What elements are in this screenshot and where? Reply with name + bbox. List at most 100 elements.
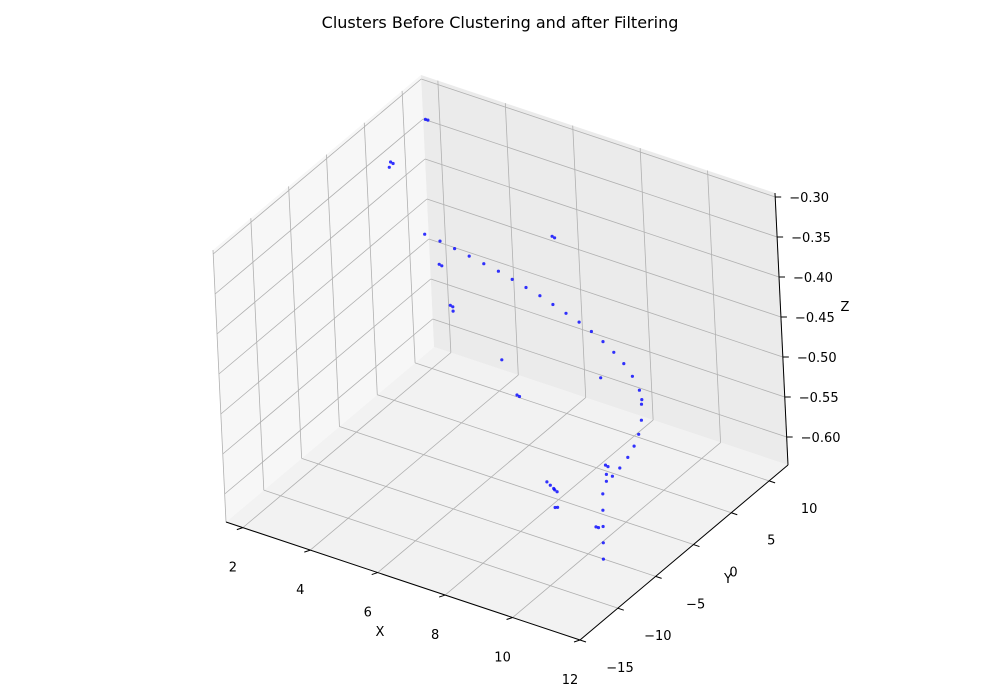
x-gridline-floor — [512, 442, 721, 618]
scatter-point — [451, 305, 455, 309]
scatter-point — [515, 393, 519, 397]
scatter-point — [482, 262, 486, 266]
scatter-point — [553, 488, 557, 492]
z-gridline-wall — [224, 318, 433, 495]
chart-title: Clusters Before Clustering and after Fil… — [322, 13, 679, 32]
y-gridline-wall — [212, 249, 227, 523]
scatter-point — [548, 483, 552, 487]
scatter-point — [564, 311, 568, 315]
scatter-point — [426, 118, 430, 122]
floor-pane — [226, 347, 788, 640]
scatter-point — [601, 541, 605, 545]
data-points — [387, 117, 644, 561]
z-tick-label: −0.30 — [789, 191, 829, 206]
scatter-point — [637, 432, 641, 436]
x-gridline-floor — [242, 352, 452, 528]
axis-lines — [225, 192, 789, 641]
scatter-point — [594, 525, 598, 529]
y-tick-label: −10 — [644, 629, 671, 644]
scatter-point — [391, 161, 395, 166]
scatter-point — [618, 466, 622, 470]
z-tick-label: −0.50 — [797, 351, 837, 366]
z-axis-label: Z — [841, 300, 850, 315]
y-gridline-wall — [363, 122, 378, 395]
x-tick-label: 10 — [494, 651, 511, 666]
z-axis-line — [774, 192, 789, 466]
z-gridline-wall — [222, 278, 432, 455]
y-gridline-wall — [288, 186, 303, 459]
scatter-point — [632, 444, 636, 448]
y-tick-mark — [731, 512, 738, 516]
y-tick-label: 5 — [767, 534, 775, 549]
scatter-point — [599, 376, 603, 380]
scatter-point — [601, 557, 606, 561]
y-gridline-wall — [401, 90, 416, 363]
z-gridline-back — [430, 278, 785, 398]
z-tick-label: −0.45 — [795, 311, 835, 326]
scatter-point — [626, 455, 630, 459]
left-wall-pane — [213, 75, 434, 522]
z-gridline-wall — [212, 78, 422, 255]
y-gridline-wall — [326, 154, 340, 427]
scatter-point — [601, 492, 605, 496]
x-tick-label: 2 — [229, 561, 237, 576]
x-gridline-back — [572, 125, 587, 398]
scatter-point — [448, 303, 452, 307]
x-tick-label: 8 — [431, 628, 439, 643]
scatter-point — [467, 254, 471, 258]
scatter-point — [440, 264, 444, 268]
x-tick-mark — [573, 639, 581, 643]
axis-panes — [213, 75, 788, 640]
y-tick-label: −15 — [606, 661, 633, 676]
y-axis-line — [579, 464, 789, 641]
scatter-point — [601, 340, 605, 344]
scatter-point — [500, 358, 504, 362]
y-tick-mark — [617, 607, 624, 611]
scatter-point — [640, 398, 644, 402]
x-tick-mark — [236, 527, 244, 531]
z-gridline-back — [422, 118, 778, 238]
scatter-point — [496, 269, 500, 273]
scatter-point — [423, 117, 427, 121]
scatter-point — [601, 508, 605, 512]
y-axis-label: Y — [723, 572, 732, 587]
x-gridline-back — [437, 80, 452, 353]
y-tick-label: 10 — [801, 502, 818, 517]
scatter-point — [387, 165, 391, 169]
x-gridline-back — [504, 103, 519, 376]
scatter-point — [596, 526, 601, 530]
scatter-point — [553, 505, 557, 510]
y-tick-mark — [768, 480, 776, 484]
z-tick-label: −0.60 — [801, 431, 841, 446]
y-tick-label: −5 — [686, 597, 705, 612]
z-gridline-back — [424, 158, 780, 278]
z-gridline-wall — [214, 118, 424, 295]
scatter-point — [577, 320, 581, 324]
scatter-point — [612, 350, 616, 354]
tick-labels: 2 4 6 8 10 12 −15 −10 −5 0 5 10 −0.30 −0.35 −0.40 −0.45… — [229, 191, 841, 688]
y-tick-mark — [693, 544, 700, 548]
y-tick-mark — [579, 639, 587, 643]
y-gridline-floor — [414, 362, 770, 482]
z-gridline-back — [421, 78, 776, 198]
scatter-point — [556, 505, 560, 509]
z-gridline-wall — [216, 158, 426, 335]
y-tick-label: 0 — [729, 566, 737, 581]
x-gridline-floor — [310, 374, 519, 551]
scatter-point — [389, 160, 393, 164]
scatter-point — [550, 234, 554, 238]
z-tick-label: −0.40 — [793, 271, 833, 286]
grid-lines — [212, 78, 789, 641]
z-tick-label: −0.35 — [791, 231, 831, 246]
z-gridline-back — [426, 198, 782, 318]
scatter-point — [517, 394, 522, 399]
z-gridline-back — [428, 238, 783, 358]
y-gridline-floor — [263, 489, 618, 609]
y-tick-mark — [655, 575, 662, 579]
scatter-point — [630, 374, 635, 378]
scatter-point — [545, 480, 549, 484]
x-gridline-floor — [377, 397, 586, 573]
scatter-point — [438, 239, 442, 243]
scatter-point — [606, 465, 610, 469]
